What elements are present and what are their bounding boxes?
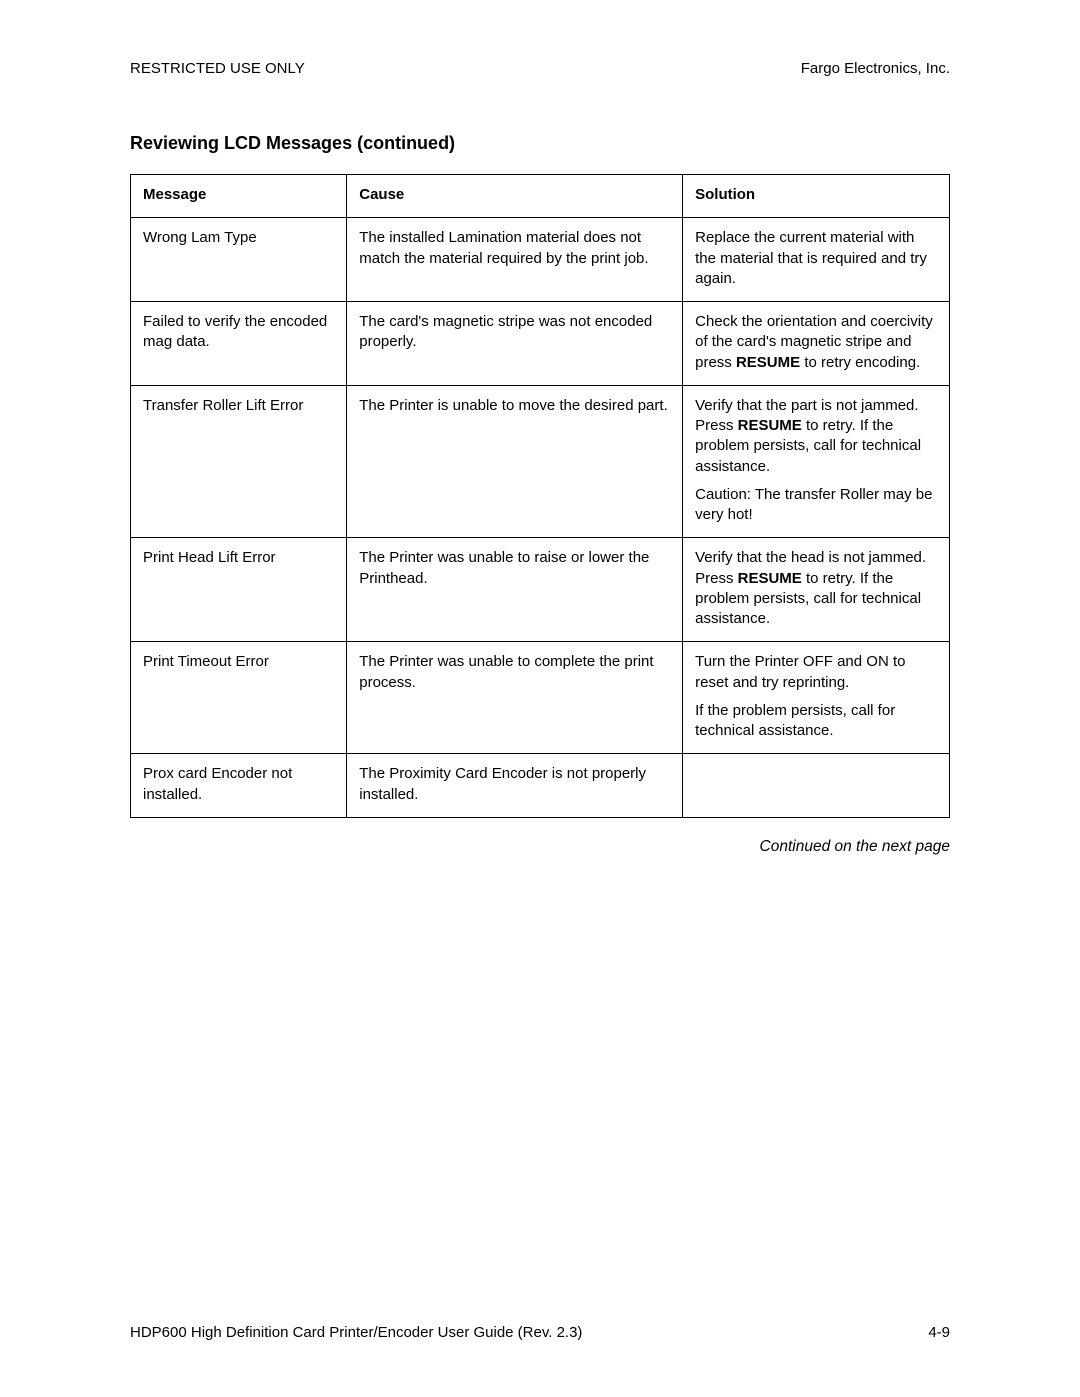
solution-text: Replace the current material with the ma… xyxy=(695,229,927,287)
cell-cause: The Printer was unable to complete the p… xyxy=(347,642,683,754)
cell-message: Print Head Lift Error xyxy=(131,538,347,642)
table-row: Prox card Encoder not installed. The Pro… xyxy=(131,754,950,818)
col-header-solution: Solution xyxy=(683,175,950,218)
cell-solution xyxy=(683,754,950,818)
cell-solution: Check the orientation and coercivity of … xyxy=(683,302,950,386)
cell-message: Failed to verify the encoded mag data. xyxy=(131,302,347,386)
table-row: Failed to verify the encoded mag data. T… xyxy=(131,302,950,386)
col-header-message: Message xyxy=(131,175,347,218)
table-header-row: Message Cause Solution xyxy=(131,175,950,218)
cell-solution: Verify that the head is not jammed. Pres… xyxy=(683,538,950,642)
section-title: Reviewing LCD Messages (continued) xyxy=(130,133,950,154)
solution-text: If the problem persists, call for techni… xyxy=(695,702,895,739)
cell-message: Wrong Lam Type xyxy=(131,218,347,302)
cell-message: Print Timeout Error xyxy=(131,642,347,754)
cell-message: Prox card Encoder not installed. xyxy=(131,754,347,818)
solution-text: Turn the Printer OFF and ON to reset and… xyxy=(695,653,905,690)
footer-right: 4-9 xyxy=(928,1324,950,1341)
table-row: Wrong Lam Type The installed Lamination … xyxy=(131,218,950,302)
cell-cause: The Proximity Card Encoder is not proper… xyxy=(347,754,683,818)
continued-note: Continued on the next page xyxy=(130,838,950,856)
page-footer: HDP600 High Definition Card Printer/Enco… xyxy=(130,1324,950,1341)
table-row: Print Head Lift Error The Printer was un… xyxy=(131,538,950,642)
solution-bold: RESUME xyxy=(738,570,802,587)
cell-cause: The card's magnetic stripe was not encod… xyxy=(347,302,683,386)
cell-solution: Replace the current material with the ma… xyxy=(683,218,950,302)
page-header: RESTRICTED USE ONLY Fargo Electronics, I… xyxy=(130,60,950,77)
lcd-messages-table: Message Cause Solution Wrong Lam Type Th… xyxy=(130,174,950,818)
header-left: RESTRICTED USE ONLY xyxy=(130,60,305,77)
cell-cause: The Printer was unable to raise or lower… xyxy=(347,538,683,642)
header-right: Fargo Electronics, Inc. xyxy=(801,60,950,77)
solution-text: to retry encoding. xyxy=(800,354,920,371)
solution-text: Caution: The transfer Roller may be very… xyxy=(695,486,932,523)
solution-bold: RESUME xyxy=(736,354,800,371)
cell-cause: The Printer is unable to move the desire… xyxy=(347,385,683,538)
page: RESTRICTED USE ONLY Fargo Electronics, I… xyxy=(0,0,1080,1397)
table-row: Print Timeout Error The Printer was unab… xyxy=(131,642,950,754)
cell-cause: The installed Lamination material does n… xyxy=(347,218,683,302)
cell-solution: Turn the Printer OFF and ON to reset and… xyxy=(683,642,950,754)
footer-left: HDP600 High Definition Card Printer/Enco… xyxy=(130,1324,582,1341)
cell-solution: Verify that the part is not jammed. Pres… xyxy=(683,385,950,538)
cell-message: Transfer Roller Lift Error xyxy=(131,385,347,538)
col-header-cause: Cause xyxy=(347,175,683,218)
solution-bold: RESUME xyxy=(738,417,802,434)
table-row: Transfer Roller Lift Error The Printer i… xyxy=(131,385,950,538)
